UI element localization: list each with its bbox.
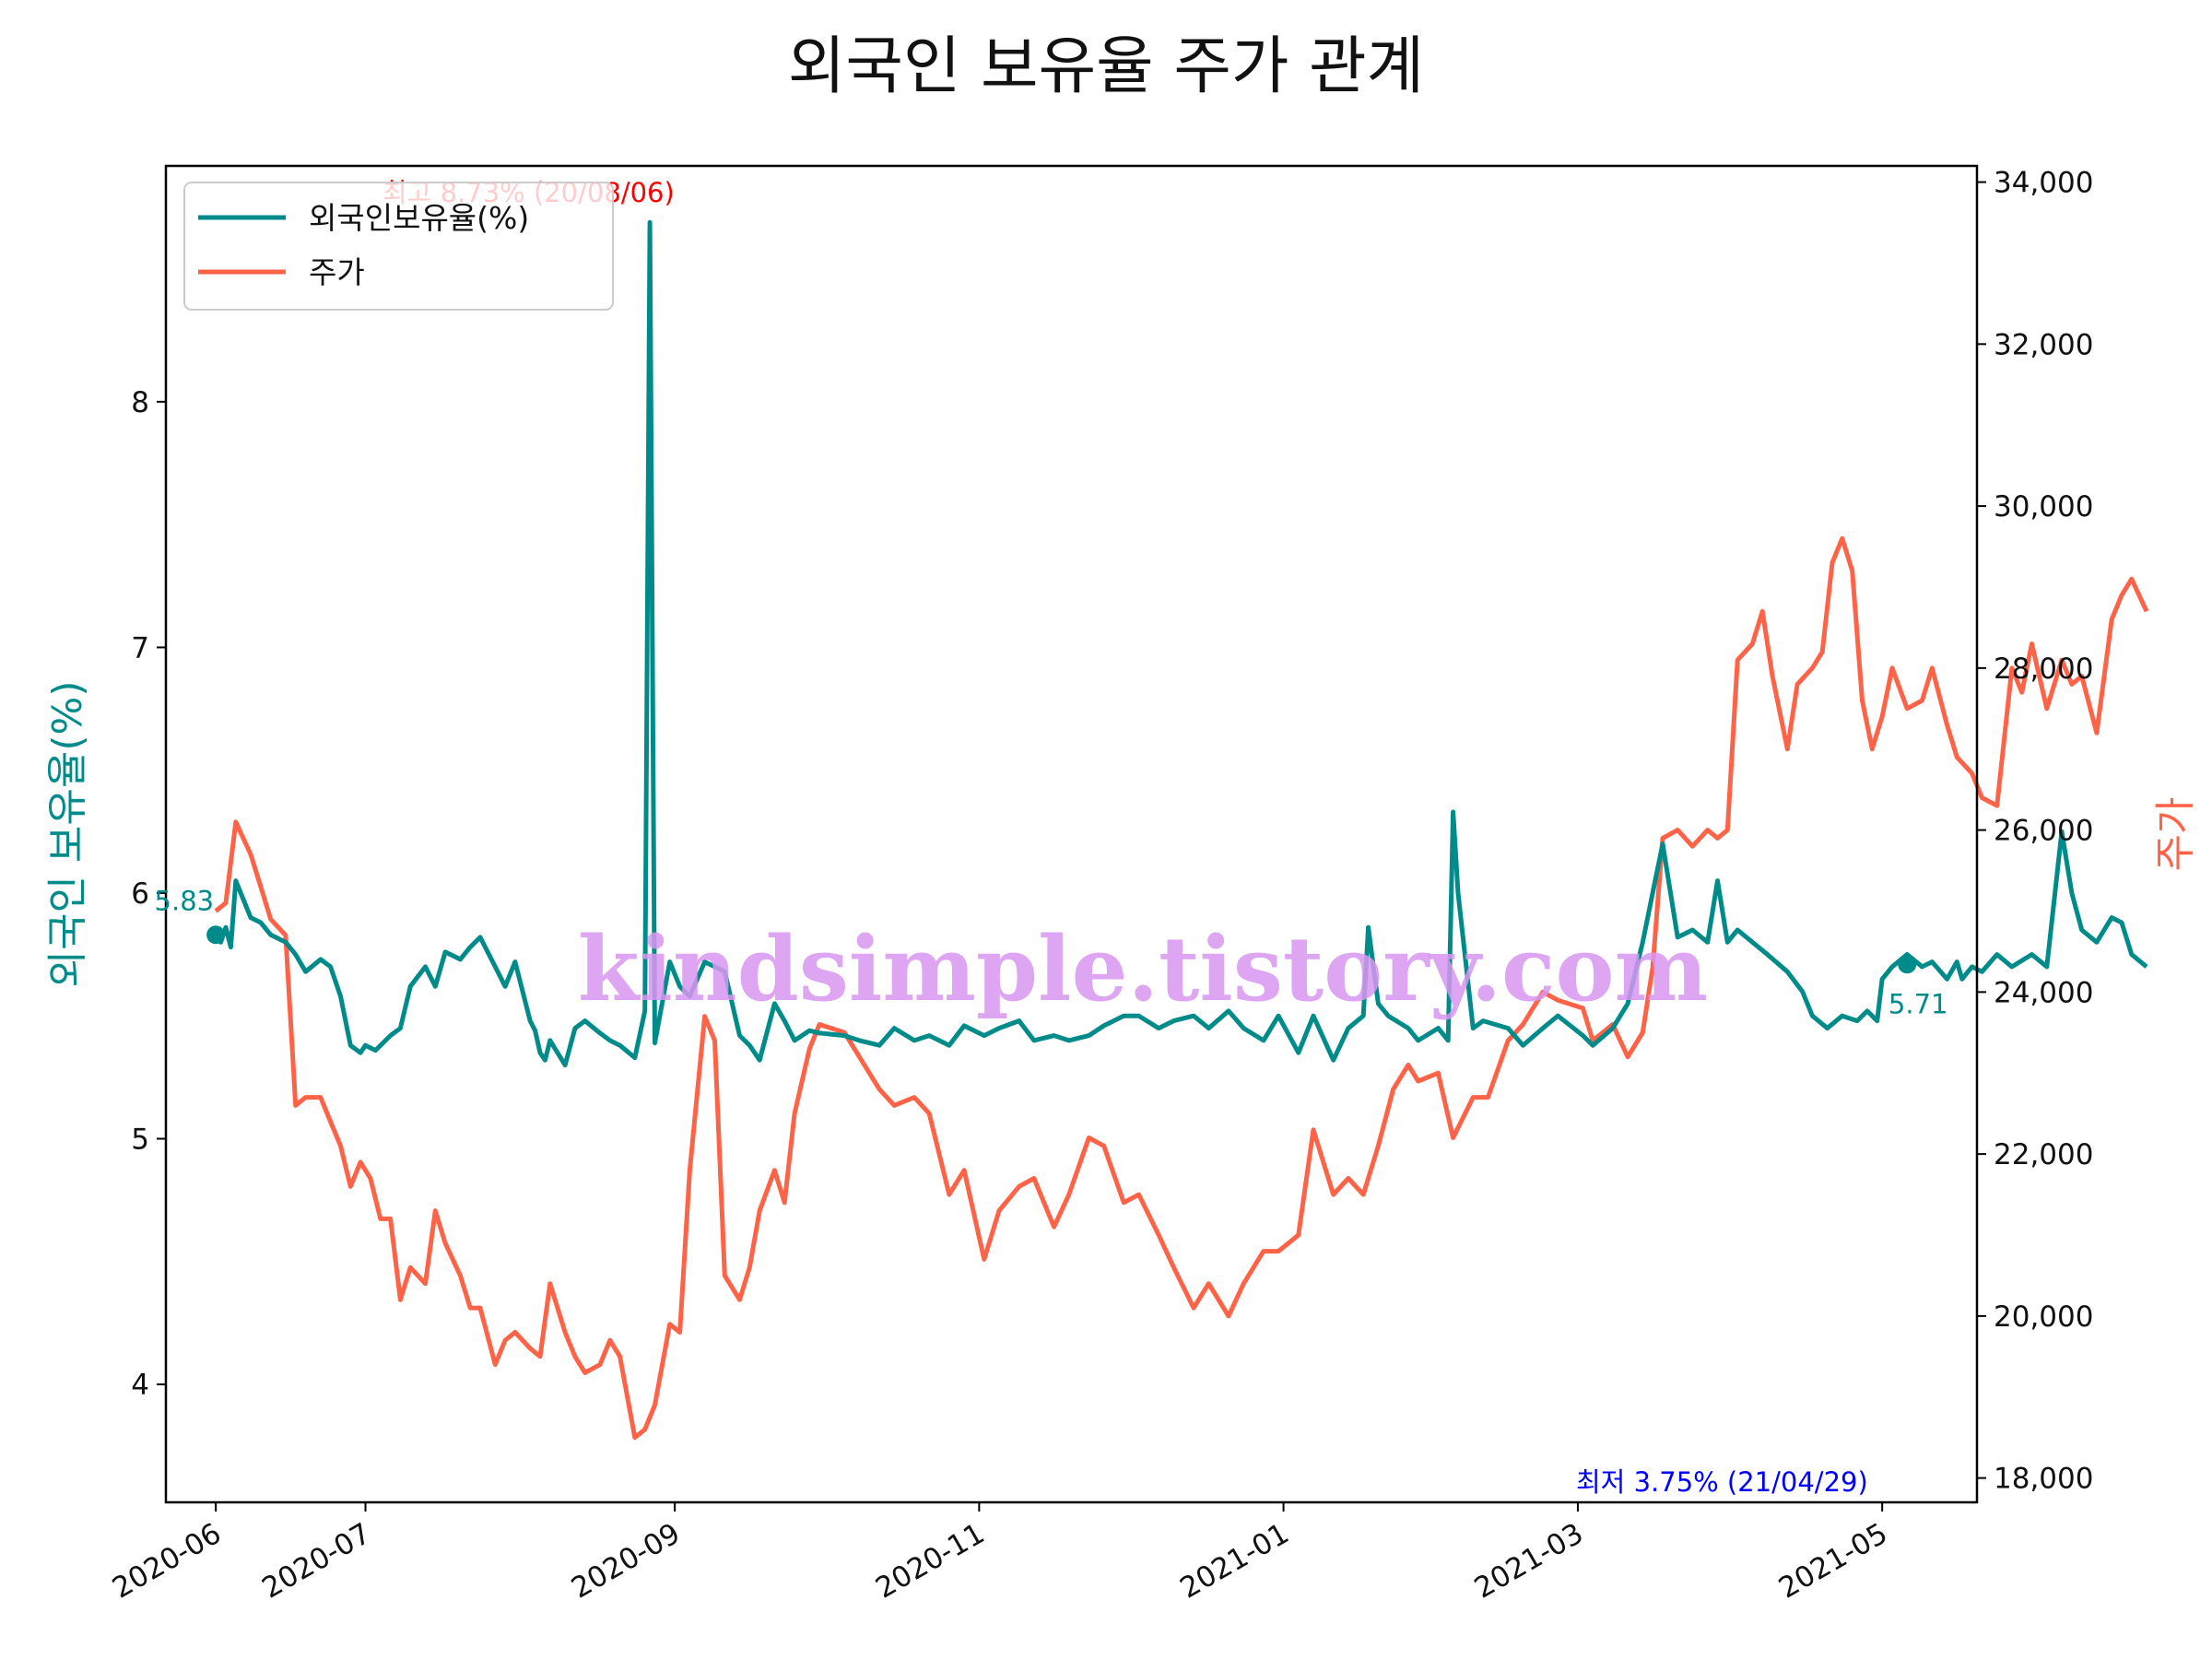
y-right-tick-label: 28,000 [1994,653,2093,686]
legend-label-price: 주가 [309,254,365,290]
y-left-tick-label: 6 [131,877,149,911]
x-tick-label: 2020-11 [870,1517,990,1606]
y-left-axis-label: 외국인 보유율(%) [44,680,91,987]
end-value-label: 5.71 [1888,988,1948,1019]
y-left-tick-label: 8 [131,386,149,419]
legend: 외국인보유율(%) 주가 [183,182,614,311]
x-axis-ticks: 2020-06 2020-07 2020-09 2020-11 2021-01 2021-… [107,1502,1893,1606]
y-left-tick-label: 7 [131,631,149,665]
y-right-tick-label: 22,000 [1994,1138,2093,1171]
end-labels: 5.83 5.71 [155,885,1948,1019]
y-right-tick-label: 24,000 [1994,976,2093,1009]
series-group [214,219,2149,1441]
y-left-tick-label: 4 [131,1369,149,1402]
end-marker [206,925,226,945]
y-right-axis-label: 주가 [2152,797,2199,872]
end-marker [1898,955,1917,974]
chart-title: 외국인 보유율 주가 관계 [788,30,1424,103]
series-line-holding [214,219,2148,1068]
legend-label-holding: 외국인보유율(%) [309,200,529,236]
y-right-tick-label: 20,000 [1994,1300,2093,1334]
y-right-tick-label: 26,000 [1994,815,2093,848]
series-line-price [214,535,2149,1441]
x-tick-label: 2021-05 [1773,1517,1893,1606]
y-left-axis-ticks: 4 5 6 7 8 [131,386,166,1402]
plot-frame [164,164,1979,1504]
y-right-tick-label: 32,000 [1994,328,2093,361]
legend-box [183,182,614,311]
y-right-axis-ticks: 18,000 20,000 22,000 24,000 26,000 28,000 30,0… [1977,167,2093,1496]
x-tick-label: 2020-09 [566,1517,686,1606]
y-right-tick-label: 34,000 [1994,167,2093,200]
y-left-tick-label: 5 [131,1124,149,1157]
x-tick-label: 2021-03 [1469,1517,1589,1606]
x-tick-label: 2021-01 [1174,1517,1294,1606]
x-tick-label: 2020-07 [256,1517,376,1606]
plot-area [166,166,1977,1502]
y-right-tick-label: 18,000 [1994,1463,2093,1496]
end-value-label: 5.83 [155,885,215,916]
watermark: kindsimple.tistory.com [578,917,1708,1021]
y-right-tick-label: 30,000 [1994,490,2093,524]
x-tick-label: 2020-06 [107,1517,227,1606]
annotation-min: 최저 3.75% (21/04/29) [1576,1466,1868,1498]
